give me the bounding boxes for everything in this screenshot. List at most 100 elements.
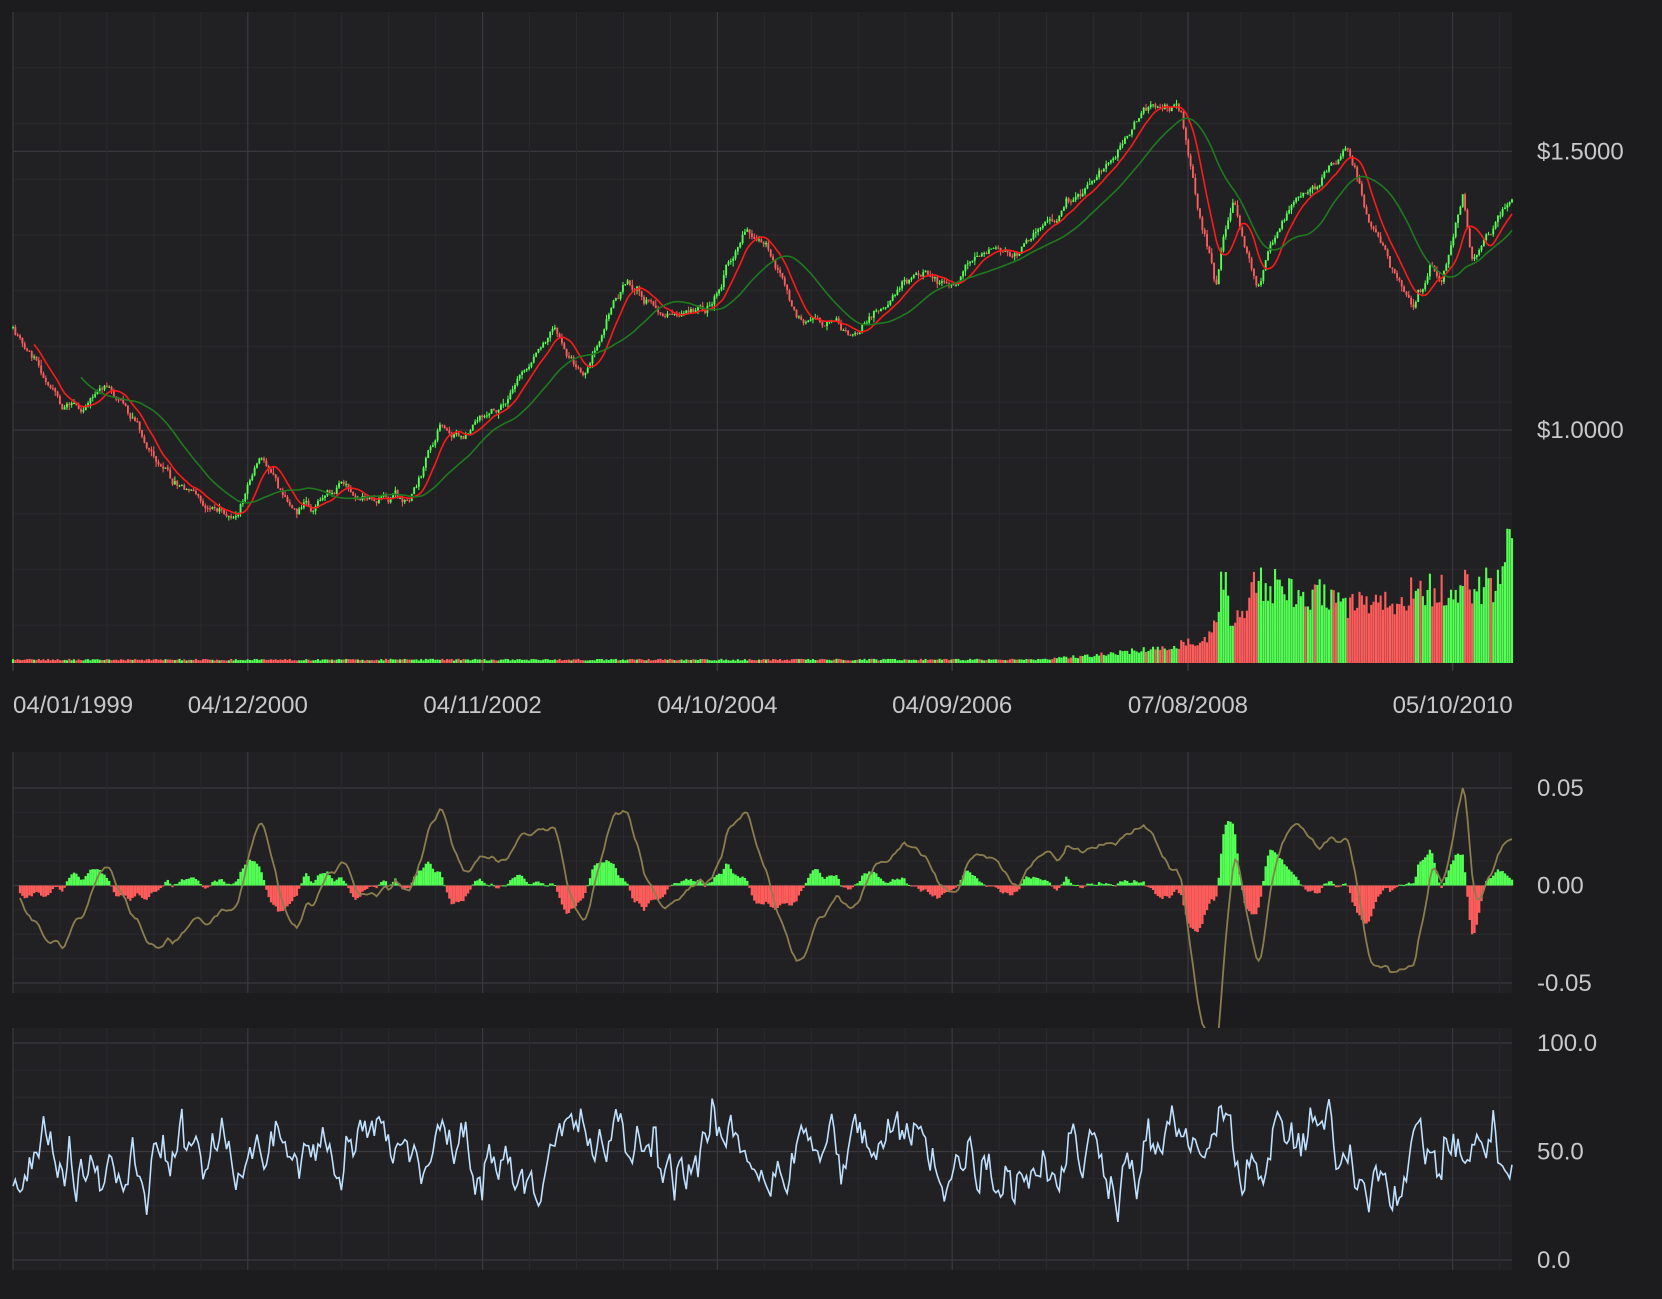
macd-hist-bar: [56, 885, 59, 887]
candle-body: [1440, 279, 1443, 282]
volume-bar: [408, 659, 411, 663]
macd-hist-bar: [1189, 885, 1192, 928]
candle-body: [962, 271, 965, 277]
candle-body: [319, 499, 322, 501]
volume-bar: [16, 659, 19, 663]
macd-hist-bar: [1027, 877, 1030, 886]
candle-body: [1323, 172, 1326, 178]
macd-hist-bar: [1015, 885, 1019, 892]
macd-hist-bar: [656, 885, 660, 900]
candle-body: [58, 396, 61, 405]
macd-hist-bar: [1327, 881, 1331, 886]
candle-body: [687, 310, 690, 313]
price-panel[interactable]: $1.5000$1.0000 04/01/1999 04/12/2000 04/11…: [11, 12, 1624, 719]
volume-bar: [807, 658, 810, 663]
volume-bar: [474, 658, 477, 663]
volume-bar: [359, 660, 362, 663]
macd-hist-bar: [1442, 882, 1446, 886]
macd-hist-bar: [30, 885, 33, 897]
volume-bar: [520, 659, 524, 663]
candle-body: [582, 372, 584, 376]
volume-bar: [490, 659, 493, 663]
candle-body: [1037, 229, 1040, 233]
candle-body: [298, 508, 301, 515]
volume-bar: [1067, 658, 1070, 663]
macd-hist-bar: [675, 883, 679, 886]
volume-bar: [1210, 632, 1213, 663]
candle-body: [305, 500, 308, 503]
volume-bar: [994, 659, 997, 663]
candle-body: [835, 318, 838, 322]
volume-bar: [42, 659, 45, 663]
macd-hist-bar: [654, 885, 657, 900]
macd-hist-bar: [295, 885, 299, 896]
candle-body: [800, 316, 803, 320]
candle-body: [157, 461, 160, 465]
macd-hist-bar: [710, 881, 714, 886]
macd-hist-bar: [1341, 884, 1345, 886]
volume-bar: [166, 659, 169, 663]
candle-body: [762, 242, 765, 245]
candle-body: [415, 486, 418, 488]
volume-bar: [614, 658, 617, 663]
volume-bar: [823, 659, 826, 663]
volume-bar: [394, 659, 397, 663]
macd-hist-bar: [1191, 885, 1195, 929]
macd-hist-bar: [811, 870, 815, 886]
price-y-tick-label: $1.5000: [1537, 138, 1624, 165]
candle-body: [422, 467, 425, 477]
macd-hist-bar: [54, 885, 57, 888]
macd-hist-bar: [666, 885, 669, 890]
candle-body: [882, 308, 885, 310]
candle-body: [1112, 158, 1115, 161]
rsi-panel[interactable]: 100.050.00.0: [12, 1028, 1597, 1274]
candle-body: [1098, 170, 1101, 178]
macd-hist-bar: [251, 860, 254, 886]
volume-bar: [650, 660, 653, 663]
volume-bar: [800, 658, 803, 663]
volume-bar: [755, 660, 758, 663]
volume-bar: [347, 659, 350, 663]
candle-body: [94, 394, 97, 397]
macd-hist-bar: [1173, 885, 1176, 892]
volume-bar: [1238, 617, 1241, 663]
candle-body: [718, 289, 721, 294]
volume-bar: [117, 660, 120, 663]
macd-hist-bar: [1386, 885, 1389, 888]
volume-bar: [197, 660, 200, 663]
macd-hist-bar: [1170, 885, 1174, 896]
candle-body: [1034, 232, 1037, 234]
volume-bar: [891, 658, 894, 663]
candle-body: [265, 460, 268, 467]
macd-hist-bar: [940, 885, 944, 895]
candle-body: [202, 500, 204, 506]
macd-hist-bar: [879, 878, 883, 886]
volume-bar: [696, 660, 700, 663]
macd-hist-bar: [509, 880, 512, 886]
macd-hist-bar: [631, 885, 634, 899]
macd-hist-bar: [150, 885, 153, 894]
macd-hist-bar: [232, 883, 235, 886]
candle-body: [1482, 240, 1485, 247]
volume-bar: [1119, 650, 1122, 663]
macd-hist-bar: [785, 885, 789, 904]
macd-hist-bar: [82, 879, 85, 886]
macd-hist-bar: [1107, 883, 1110, 886]
volume-bar: [286, 659, 289, 663]
candle-body: [865, 322, 868, 324]
volume-bar: [678, 659, 681, 663]
volume-bar: [633, 659, 636, 663]
volume-bar: [537, 659, 540, 663]
candle-body: [903, 279, 906, 282]
macd-hist-bar: [159, 885, 162, 889]
candle-body: [936, 277, 939, 284]
candle-body: [1224, 229, 1227, 237]
macd-hist-bar: [720, 873, 723, 886]
candle-body: [973, 256, 976, 261]
macd-panel[interactable]: 0.050.00-0.05: [12, 752, 1592, 1046]
volume-bar: [1060, 657, 1063, 663]
macd-hist-bar: [511, 878, 514, 886]
candle-body: [1492, 228, 1495, 235]
macd-hist-bar: [835, 875, 838, 886]
macd-hist-bar: [706, 883, 709, 886]
